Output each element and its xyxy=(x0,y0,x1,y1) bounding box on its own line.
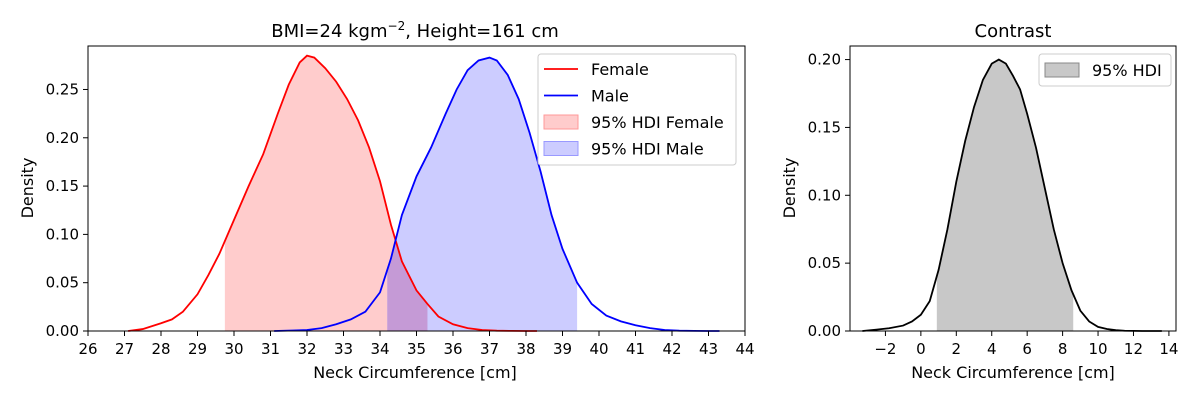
right-legend: 95% HDI xyxy=(1038,53,1172,87)
legend-male-hdi-swatch xyxy=(543,141,579,156)
right-x-axis-label: Neck Circumference [cm] xyxy=(911,363,1115,382)
legend-female-hdi-swatch xyxy=(543,114,579,130)
left-x-tick-label: 40 xyxy=(589,340,608,358)
left-x-tick-label: 27 xyxy=(115,340,134,358)
legend-male-hdi-label: 95% HDI Male xyxy=(591,140,704,159)
right-x-tick-label: 14 xyxy=(1159,340,1178,358)
left-y-tick-label: 0.00 xyxy=(46,322,79,340)
right-y-tick-label: 0.05 xyxy=(808,254,841,272)
left-x-tick-label: 37 xyxy=(480,340,499,358)
contrast-hdi-area xyxy=(936,59,1074,331)
right-x-tick-label: 4 xyxy=(987,340,997,358)
left-y-tick-label: 0.10 xyxy=(46,225,79,243)
right-x-tick-label: 8 xyxy=(1058,340,1068,358)
left-legend: Female Male 95% HDI Female 95% HDI Male xyxy=(537,53,737,166)
contrast-density-line xyxy=(862,58,1162,332)
left-x-axis-label: Neck Circumference [cm] xyxy=(313,363,517,382)
right-x-tick-label: 6 xyxy=(1022,340,1032,358)
legend-female-label: Female xyxy=(591,60,649,79)
left-x-tick-label: 39 xyxy=(553,340,572,358)
left-x-tick-label: 29 xyxy=(188,340,207,358)
right-x-tick-label: 12 xyxy=(1124,340,1143,358)
left-x-tick-label: 32 xyxy=(297,340,316,358)
left-chart-title: BMI=24 kgm−2, Height=161 cm xyxy=(271,19,559,42)
right-x-tick-label: −2 xyxy=(874,340,896,358)
left-x-tick-label: 28 xyxy=(151,340,170,358)
left-x-tick-label: 30 xyxy=(224,340,243,358)
left-x-tick-label: 44 xyxy=(735,340,754,358)
left-x-tick-label: 35 xyxy=(407,340,426,358)
left-x-tick-label: 38 xyxy=(516,340,535,358)
male-density-line xyxy=(274,56,720,332)
right-y-axis-label: Density xyxy=(780,158,799,219)
left-y-tick-label: 0.05 xyxy=(46,274,79,292)
left-x-tick-label: 42 xyxy=(662,340,681,358)
legend-male-label: Male xyxy=(591,87,629,106)
female-hdi-area xyxy=(224,55,428,332)
right-x-tick-label: 10 xyxy=(1088,340,1107,358)
left-legend-box xyxy=(537,53,737,166)
right-axes-frame xyxy=(849,45,1177,332)
right-y-tick-label: 0.10 xyxy=(808,186,841,204)
right-chart-title: Contrast xyxy=(975,21,1052,42)
left-y-tick-label: 0.20 xyxy=(46,129,79,147)
right-plot-area: −2 0 2 4 6 8 10 12 14 0.00 0.05 0.10 0.15 0.20 xyxy=(808,45,1178,358)
left-axes-frame xyxy=(87,45,746,332)
right-x-tick-label: 2 xyxy=(952,340,962,358)
left-y-tick-label: 0.15 xyxy=(46,177,79,195)
left-chart-panel: BMI=24 kgm−2, Height=161 cm 26 27 28 29 30 31… xyxy=(18,19,755,382)
legend-contrast-hdi-label: 95% HDI xyxy=(1092,61,1162,80)
legend-female-hdi-label: 95% HDI Female xyxy=(591,113,724,132)
left-plot-area: 26 27 28 29 30 31 32 33 34 35 36 37 38 39 40 41 42 43 44 0.… xyxy=(46,45,755,358)
right-y-tick-label: 0.20 xyxy=(808,51,841,69)
left-y-tick-label: 0.25 xyxy=(46,80,79,98)
left-x-tick-label: 31 xyxy=(261,340,280,358)
female-density-line xyxy=(128,54,537,332)
right-y-tick-label: 0.00 xyxy=(808,322,841,340)
left-x-tick-label: 41 xyxy=(626,340,645,358)
left-y-axis-label: Density xyxy=(18,158,37,219)
right-y-tick-label: 0.15 xyxy=(808,118,841,136)
legend-contrast-hdi-swatch xyxy=(1044,62,1080,78)
hdi-overlap-area xyxy=(387,241,428,331)
left-x-tick-label: 26 xyxy=(78,340,97,358)
right-x-tick-label: 0 xyxy=(916,340,926,358)
left-x-tick-label: 33 xyxy=(334,340,353,358)
right-legend-box xyxy=(1038,53,1172,87)
male-hdi-area xyxy=(387,57,578,331)
left-x-tick-label: 34 xyxy=(370,340,389,358)
left-x-tick-label: 36 xyxy=(443,340,462,358)
right-chart-panel: Contrast −2 0 2 4 6 8 10 12 14 0.00 0.05 0.10 0.15 0.… xyxy=(780,21,1178,382)
left-x-tick-label: 43 xyxy=(699,340,718,358)
